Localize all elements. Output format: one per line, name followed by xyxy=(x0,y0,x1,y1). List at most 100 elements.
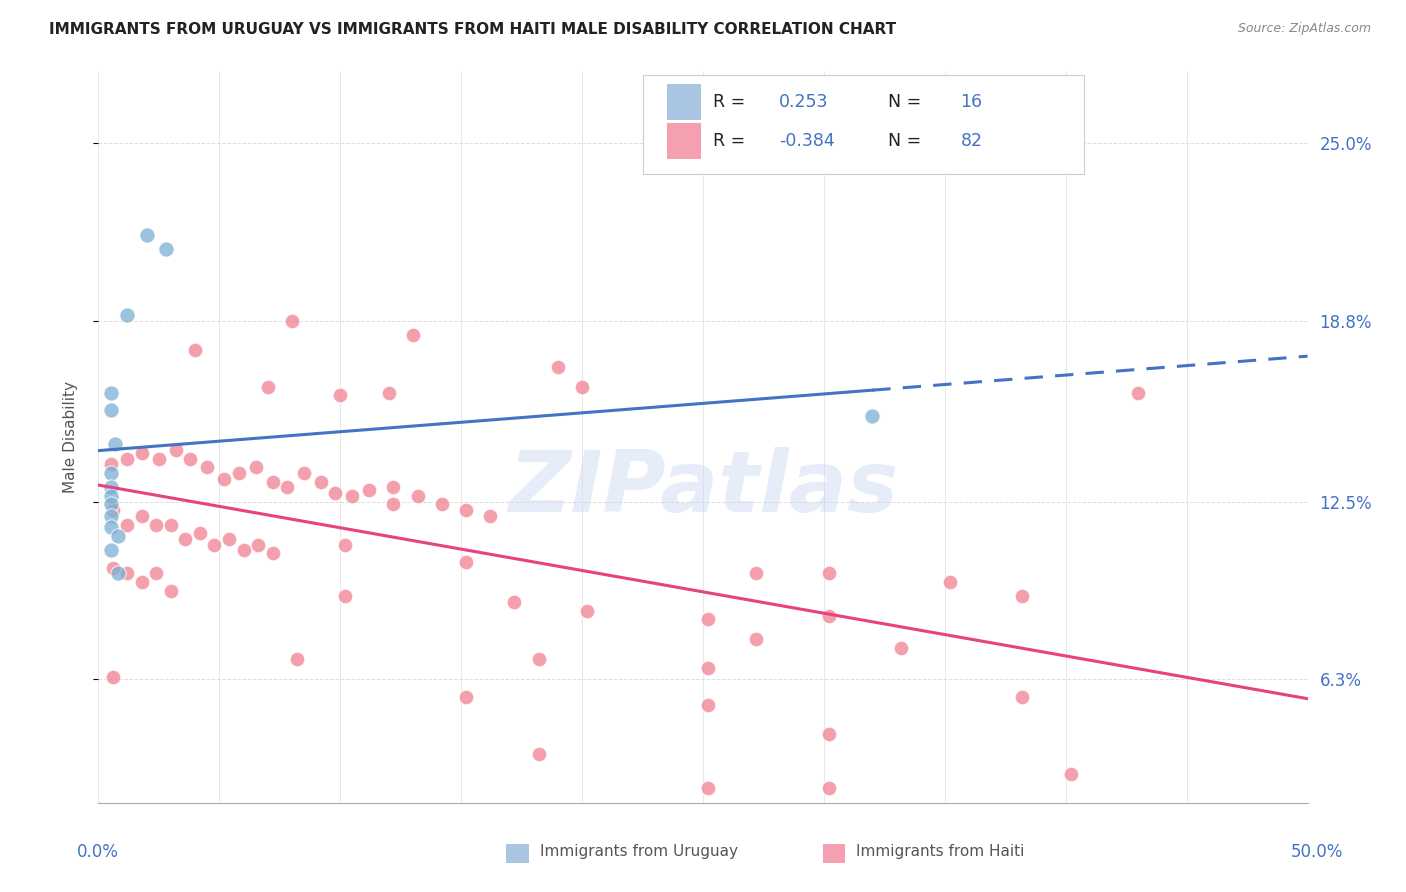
Point xyxy=(382,480,405,494)
Point xyxy=(325,486,347,500)
Point xyxy=(696,612,718,626)
Point xyxy=(817,609,839,624)
Point xyxy=(131,574,153,589)
Point xyxy=(329,388,352,402)
Point xyxy=(1059,767,1081,781)
Point xyxy=(333,538,356,552)
Point xyxy=(262,475,284,489)
Point xyxy=(333,589,356,603)
Point xyxy=(204,538,226,552)
Point xyxy=(890,640,912,655)
Point xyxy=(1128,385,1150,400)
Point xyxy=(228,466,250,480)
Point xyxy=(174,532,197,546)
Point xyxy=(860,409,883,423)
Point xyxy=(212,472,235,486)
Point xyxy=(131,508,153,523)
Point xyxy=(276,480,298,494)
Text: -0.384: -0.384 xyxy=(779,132,835,150)
Text: 0.253: 0.253 xyxy=(779,93,828,112)
Text: N =: N = xyxy=(889,93,927,112)
Point xyxy=(527,747,550,761)
Point xyxy=(938,574,960,589)
Point xyxy=(218,532,240,546)
Point xyxy=(245,460,267,475)
Point xyxy=(696,661,718,675)
Point xyxy=(575,604,598,618)
Point xyxy=(131,446,153,460)
Y-axis label: Male Disability: Male Disability xyxy=(63,381,77,493)
Point xyxy=(256,380,278,394)
Point xyxy=(479,508,502,523)
Point xyxy=(430,498,453,512)
Point xyxy=(195,460,218,475)
Point xyxy=(100,385,122,400)
Point xyxy=(107,529,129,543)
Point xyxy=(1011,589,1033,603)
Text: 0.0%: 0.0% xyxy=(77,843,120,861)
FancyBboxPatch shape xyxy=(666,122,700,159)
Point xyxy=(100,543,122,558)
Point xyxy=(100,402,122,417)
Point xyxy=(155,242,177,256)
Point xyxy=(232,543,254,558)
Point xyxy=(309,475,332,489)
Point xyxy=(100,466,122,480)
Point xyxy=(117,517,139,532)
Point xyxy=(454,555,477,569)
Point xyxy=(817,727,839,741)
Text: N =: N = xyxy=(889,132,927,150)
Point xyxy=(160,517,183,532)
Point xyxy=(342,489,364,503)
Point xyxy=(406,489,429,503)
Point xyxy=(454,503,477,517)
Point xyxy=(100,520,122,534)
Point xyxy=(382,498,405,512)
Text: 82: 82 xyxy=(960,132,983,150)
Text: Source: ZipAtlas.com: Source: ZipAtlas.com xyxy=(1237,22,1371,36)
Text: R =: R = xyxy=(713,93,751,112)
Point xyxy=(117,308,139,322)
Point xyxy=(107,566,129,581)
Point xyxy=(135,227,157,242)
Point xyxy=(247,538,270,552)
Point xyxy=(527,652,550,666)
Point xyxy=(359,483,381,497)
Point xyxy=(377,385,399,400)
Point xyxy=(745,566,768,581)
Point xyxy=(165,442,187,457)
Point xyxy=(101,503,124,517)
Text: Immigrants from Haiti: Immigrants from Haiti xyxy=(856,845,1025,859)
Point xyxy=(547,359,569,374)
Point xyxy=(292,466,315,480)
Point xyxy=(100,480,122,494)
Point xyxy=(454,690,477,704)
Text: ZIPatlas: ZIPatlas xyxy=(508,447,898,530)
Text: 50.0%: 50.0% xyxy=(1291,843,1343,861)
Text: IMMIGRANTS FROM URUGUAY VS IMMIGRANTS FROM HAITI MALE DISABILITY CORRELATION CHA: IMMIGRANTS FROM URUGUAY VS IMMIGRANTS FR… xyxy=(49,22,897,37)
Point xyxy=(503,595,526,609)
Point xyxy=(100,489,122,503)
Text: R =: R = xyxy=(713,132,751,150)
Point xyxy=(100,458,122,472)
Point xyxy=(104,437,127,451)
Point xyxy=(262,546,284,560)
Text: Immigrants from Uruguay: Immigrants from Uruguay xyxy=(540,845,738,859)
Point xyxy=(696,781,718,796)
FancyBboxPatch shape xyxy=(643,75,1084,174)
Point xyxy=(145,566,167,581)
Text: 16: 16 xyxy=(960,93,983,112)
Point xyxy=(101,560,124,574)
Point xyxy=(745,632,768,647)
Point xyxy=(402,328,425,343)
Point xyxy=(696,698,718,713)
FancyBboxPatch shape xyxy=(666,84,700,120)
Point xyxy=(100,508,122,523)
Point xyxy=(1011,690,1033,704)
Point xyxy=(281,314,304,328)
Point xyxy=(188,526,211,541)
Point xyxy=(160,583,183,598)
Point xyxy=(117,451,139,466)
Point xyxy=(145,517,167,532)
Point xyxy=(571,380,593,394)
